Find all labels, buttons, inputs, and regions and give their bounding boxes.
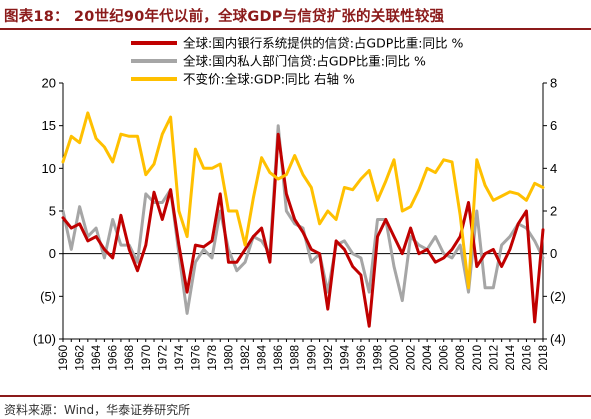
left-tick-label: 20	[42, 76, 56, 91]
x-tick-label: 2006	[439, 345, 451, 371]
x-tick-label: 1974	[174, 344, 186, 370]
left-tick-label: 15	[42, 118, 56, 133]
x-tick-label: 2008	[455, 345, 467, 371]
legend-label-2: 全球:国内私人部门信贷:占GDP比重:同比 %	[183, 54, 426, 69]
x-tick-label: 1986	[273, 345, 285, 371]
x-tick-label: 1980	[224, 345, 236, 371]
right-tick-label: 4	[550, 161, 557, 176]
legend: 全球:国内银行系统提供的信贷:占GDP比重:同比 % 全球:国内私人部门信贷:占G…	[131, 36, 463, 87]
x-tick-label: 1998	[372, 345, 384, 371]
series-line-1	[61, 132, 545, 328]
x-tick-label: 1970	[141, 345, 153, 371]
source-note: 资料来源：Wind，华泰证券研究所	[4, 403, 191, 417]
x-tick-label: 1978	[207, 345, 219, 371]
left-tick-label: 10	[42, 161, 56, 176]
x-tick-label: 1992	[323, 345, 335, 371]
x-tick-label: 2014	[505, 344, 517, 370]
left-tick-label: (10)	[33, 332, 56, 347]
x-tick-label: 2010	[472, 345, 484, 371]
x-tick-label: 2004	[422, 344, 434, 370]
x-tick-label: 1982	[240, 345, 252, 371]
right-tick-label: (2)	[550, 289, 566, 304]
x-tick-label: 2018	[538, 345, 550, 371]
series-line-3	[61, 111, 545, 290]
x-tick-label: 1962	[75, 345, 87, 371]
chart-svg: 全球:国内银行系统提供的信贷:占GDP比重:同比 % 全球:国内私人部门信贷:占G…	[33, 36, 566, 371]
series-line-2	[61, 124, 545, 315]
left-tick-label: 5	[49, 204, 56, 219]
source-bar: 资料来源：Wind，华泰证券研究所	[0, 395, 591, 419]
x-tick-label: 1976	[190, 345, 202, 371]
left-axis-ticks: 20 15 10 5 0 (5) (10)	[33, 76, 63, 347]
legend-label-3: 不变价:全球:GDP:同比 右轴 %	[183, 72, 355, 87]
x-tick-label: 1960	[58, 345, 70, 371]
x-tick-label: 2000	[389, 345, 401, 371]
left-tick-label: 0	[49, 246, 56, 261]
x-tick-label: 1972	[157, 345, 169, 371]
right-tick-label: (4)	[550, 332, 566, 347]
x-tick-label: 1990	[306, 345, 318, 371]
x-tick-label: 1964	[91, 344, 103, 370]
right-axis-ticks: 8 6 4 2 0 (2) (4)	[543, 76, 566, 347]
right-tick-label: 2	[550, 204, 557, 219]
legend-label-1: 全球:国内银行系统提供的信贷:占GDP比重:同比 %	[183, 36, 463, 51]
title-bar: 图表18： 20世纪90年代以前，全球GDP与信贷扩张的关联性较强	[0, 0, 591, 30]
right-tick-label: 0	[550, 246, 557, 261]
x-tick-label: 1968	[124, 345, 136, 371]
x-tick-label: 1966	[108, 345, 120, 371]
x-tick-label: 1988	[290, 345, 302, 371]
x-axis-ticks: 1960 1962 1964 1966 1968 1970 1972 1974 1976 1978…	[58, 339, 550, 371]
x-tick-label: 2012	[488, 345, 500, 371]
x-tick-label: 1984	[257, 344, 269, 370]
x-tick-label: 2016	[521, 345, 533, 371]
x-tick-label: 1994	[339, 344, 351, 370]
left-tick-label: (5)	[40, 289, 56, 304]
x-tick-label: 1996	[356, 345, 368, 371]
right-tick-label: 8	[550, 76, 557, 91]
right-tick-label: 6	[550, 118, 557, 133]
series-layer	[61, 111, 545, 328]
chart-title: 图表18： 20世纪90年代以前，全球GDP与信贷扩张的关联性较强	[4, 9, 445, 25]
x-tick-label: 2002	[406, 345, 418, 371]
